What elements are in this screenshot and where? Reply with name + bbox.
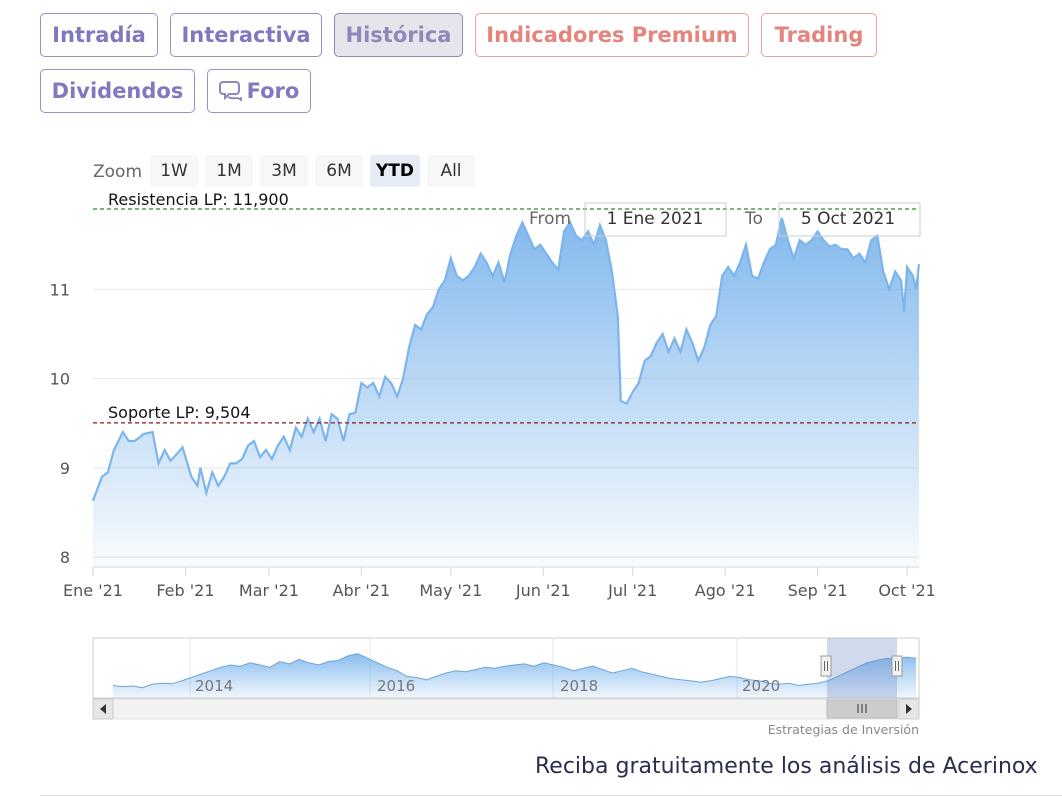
range-to-input[interactable]: 5 Oct 2021 xyxy=(801,209,895,229)
footer-cta-text: Reciba gratuitamente los análisis de Ace… xyxy=(535,754,1038,779)
navigator-handle[interactable] xyxy=(820,655,832,677)
x-tick-label: Sep '21 xyxy=(788,581,848,600)
x-tick-label: Jul '21 xyxy=(607,581,657,600)
x-tick-label: Oct '21 xyxy=(878,581,936,600)
scroll-left-arrow-icon xyxy=(100,704,106,714)
navigator-year-label: 2016 xyxy=(377,677,415,695)
range-from-label: From xyxy=(529,209,571,229)
range-from-input[interactable]: 1 Ene 2021 xyxy=(607,209,704,229)
zoom-label: Zoom xyxy=(93,162,143,182)
navigator-year-label: 2014 xyxy=(195,677,233,695)
series-line xyxy=(91,217,921,502)
footer-divider xyxy=(40,795,1062,796)
x-tick-label: Feb '21 xyxy=(156,581,214,600)
x-tick-label: Mar '21 xyxy=(239,581,299,600)
tab-label: Interactiva xyxy=(181,23,311,47)
tab-intradia[interactable]: Intradía xyxy=(40,13,158,57)
y-tick-label: 8 xyxy=(60,548,70,567)
range-from-input-box[interactable] xyxy=(584,202,727,237)
range-to-label: To xyxy=(744,209,763,229)
y-tick-label: 10 xyxy=(50,370,70,389)
x-tick-label: May '21 xyxy=(419,581,482,600)
x-tick-label: Ago '21 xyxy=(695,581,756,600)
range-to-input-box[interactable] xyxy=(778,202,921,237)
navigator-year-label: 2018 xyxy=(560,677,598,695)
y-tick-label: 11 xyxy=(50,280,70,299)
zoom-button-ytd[interactable]: YTD xyxy=(370,155,420,187)
resistance-label: Resistencia LP: 11,900 xyxy=(108,190,289,209)
scroll-right-arrow-icon xyxy=(906,704,912,714)
navigator-line xyxy=(112,653,917,689)
chart-credit: Estrategias de Inversión xyxy=(768,722,919,737)
chat-bubble-icon xyxy=(218,81,242,102)
y-tick-label: 9 xyxy=(60,459,70,478)
tab-label: Trading xyxy=(774,23,864,47)
navigator-area xyxy=(113,653,916,698)
tab-label: Histórica xyxy=(345,23,452,47)
x-tick-label: Abr '21 xyxy=(333,581,391,600)
x-tick-label: Jun '21 xyxy=(515,581,571,600)
scrollbar-track[interactable] xyxy=(92,698,920,720)
tab-foro[interactable]: Foro xyxy=(207,69,311,113)
support-label: Soporte LP: 9,504 xyxy=(108,403,251,422)
zoom-button-3m[interactable]: 3M xyxy=(260,155,308,187)
navigator-selection xyxy=(827,638,897,698)
series-area xyxy=(93,217,919,566)
zoom-button-1w[interactable]: 1W xyxy=(150,155,198,187)
x-tick-label: Ene '21 xyxy=(63,581,123,600)
zoom-button-6m[interactable]: 6M xyxy=(315,155,363,187)
tab-label: Indicadores Premium xyxy=(486,23,738,47)
tab-interactiva[interactable]: Interactiva xyxy=(170,13,322,57)
tab-trading[interactable]: Trading xyxy=(761,13,877,57)
tab-dividendos[interactable]: Dividendos xyxy=(40,69,195,113)
zoom-button-all[interactable]: All xyxy=(427,155,475,187)
tab-label: Intradía xyxy=(52,23,146,47)
tab-label: Foro xyxy=(246,79,300,103)
navigator-year-label: 2020 xyxy=(742,677,780,695)
tab-label: Dividendos xyxy=(51,79,184,103)
zoom-button-1m[interactable]: 1M xyxy=(205,155,253,187)
tab-historica[interactable]: Histórica xyxy=(334,13,463,57)
tab-indicadores-premium[interactable]: Indicadores Premium xyxy=(475,13,749,57)
navigator-handle[interactable] xyxy=(891,655,903,677)
